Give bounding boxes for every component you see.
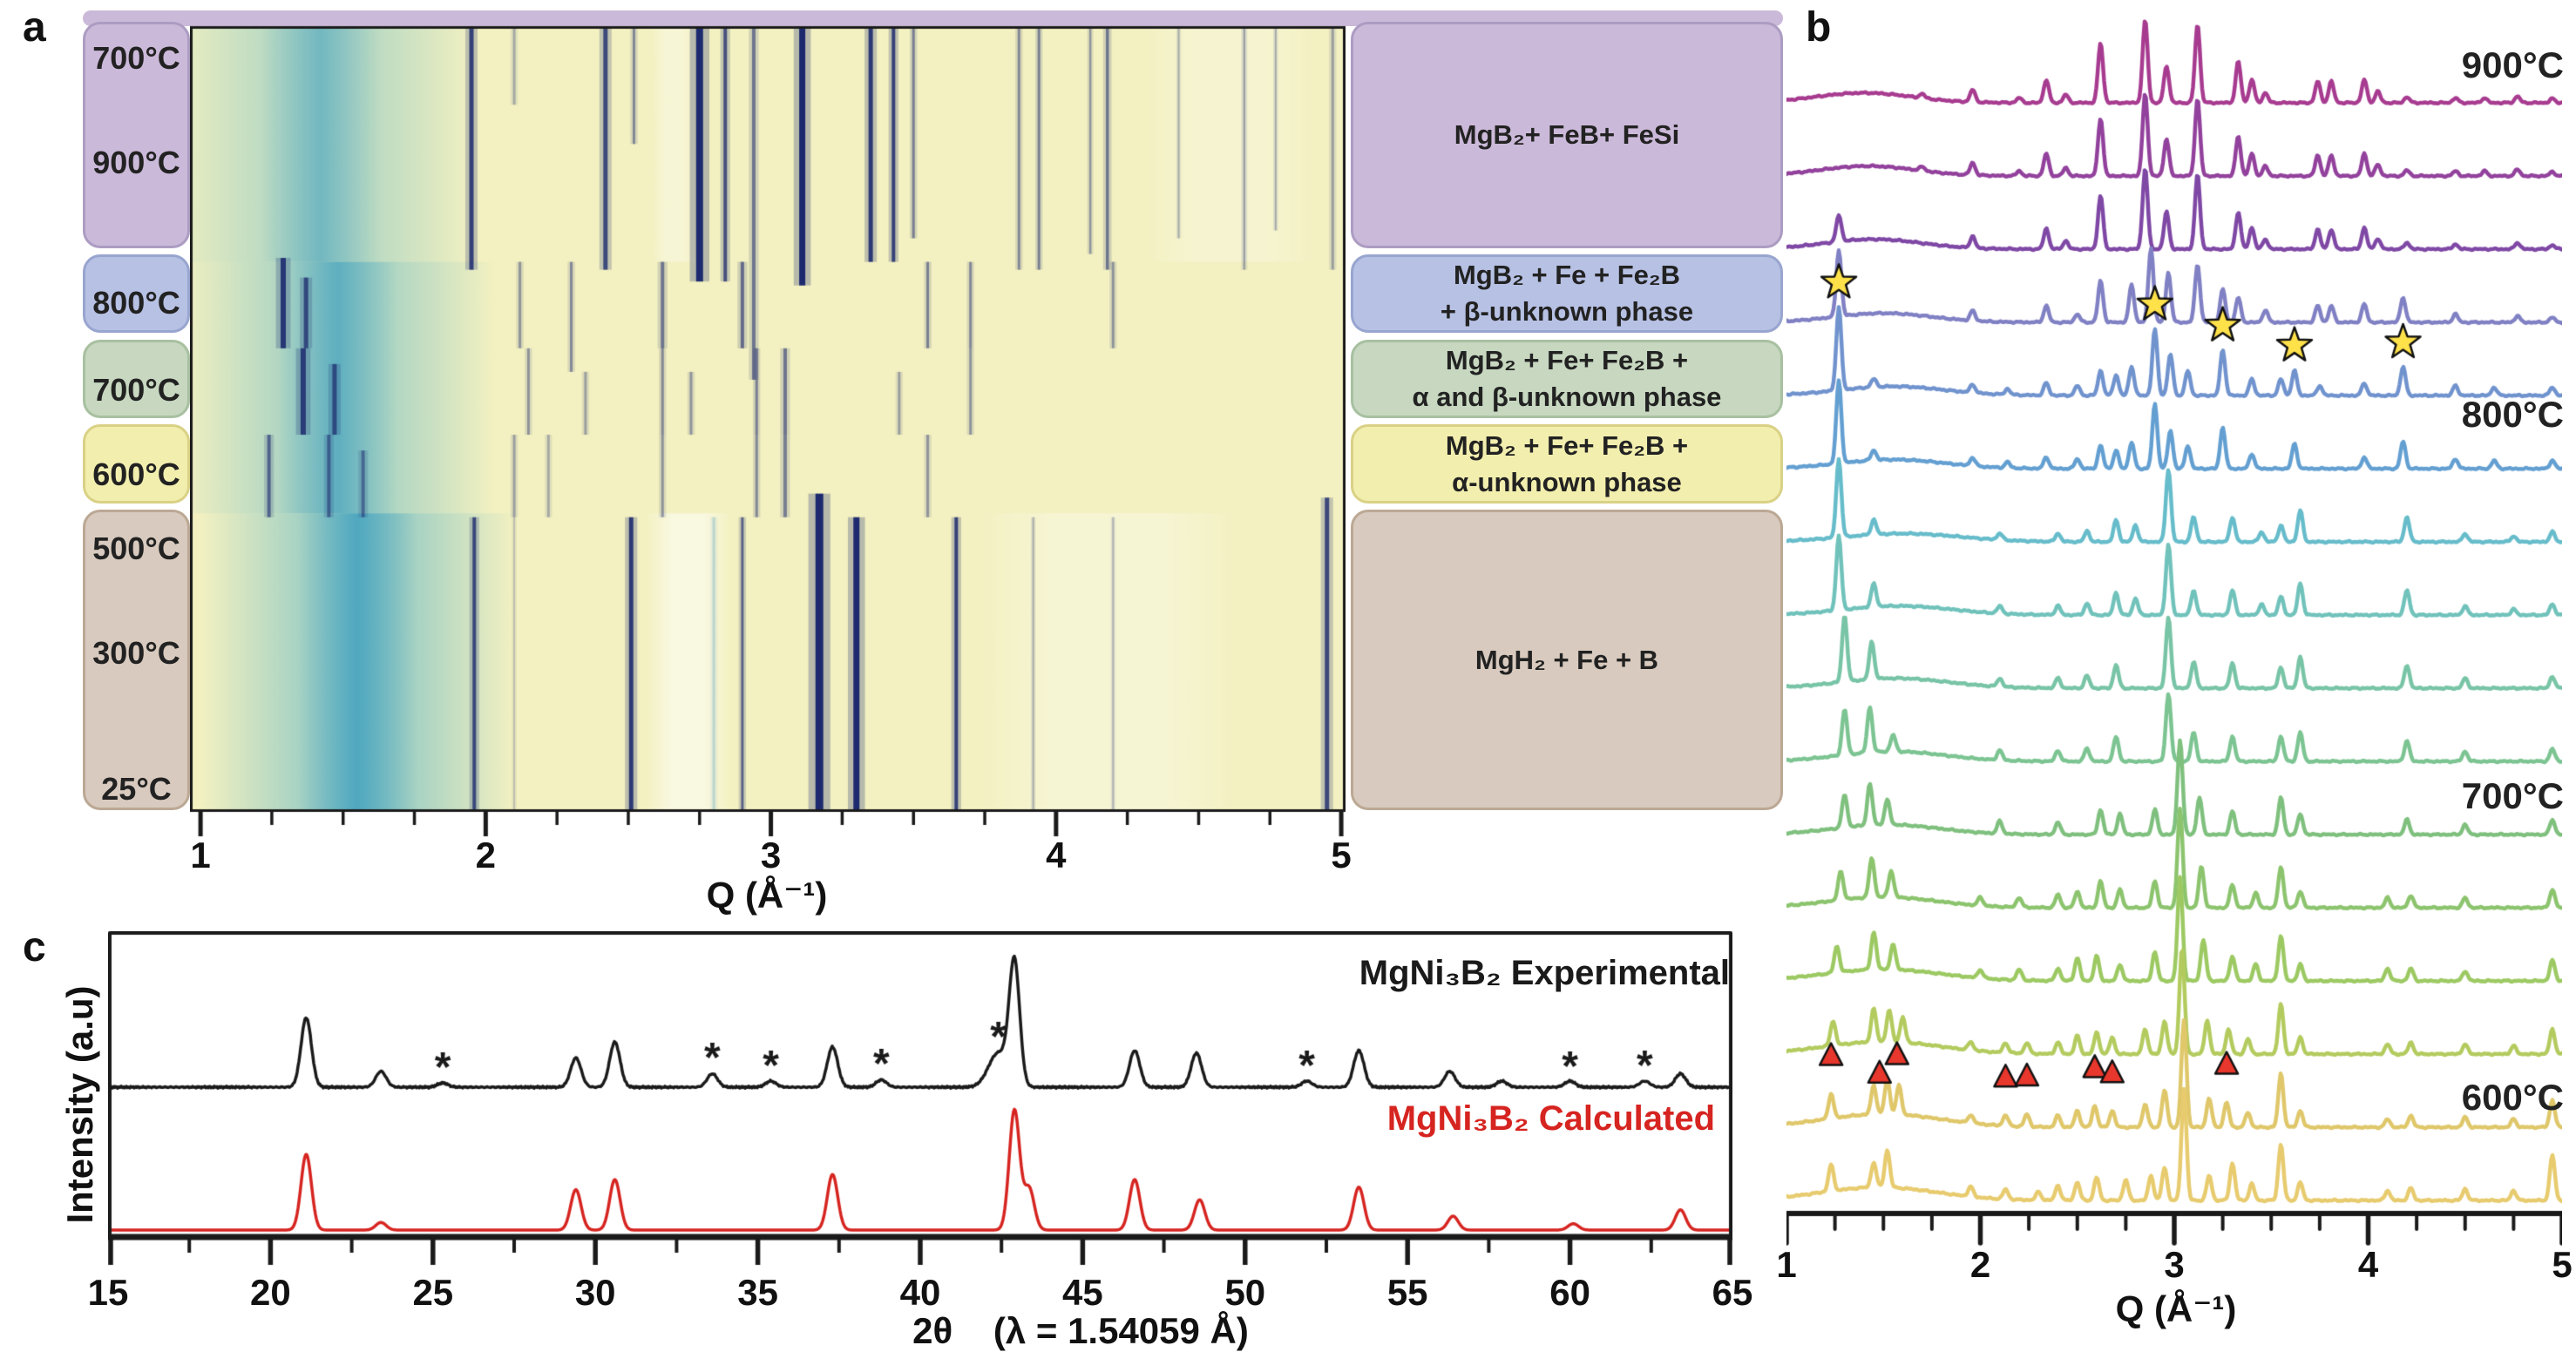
temperature-label: 800°C	[92, 285, 180, 321]
x-tick-label: 40	[899, 1272, 941, 1313]
temperature-box: 500°C 300°C 25°C	[83, 510, 190, 810]
panel-c-x-axis-title: 2θ (λ = 1.54059 Å)	[912, 1310, 1249, 1351]
legend-calculated: MgNi₃B₂ Calculated	[1386, 1099, 1715, 1138]
x-tick-label: 5	[2552, 1244, 2573, 1285]
heatmap-canvas	[190, 12, 1346, 883]
temperature-label: 700°C	[92, 372, 180, 409]
x-tick-label: 30	[574, 1272, 616, 1313]
temperature-box: 700°C 900°C	[83, 22, 190, 248]
temperature-label: 900°C	[92, 144, 180, 180]
phase-box: MgH₂ + Fe + B	[1351, 510, 1783, 810]
x-tick-label: 55	[1386, 1272, 1428, 1313]
temperature-label: 700°C	[92, 40, 180, 77]
x-tick-label: 15	[87, 1272, 129, 1313]
panel-a-x-axis-title: Q (Å⁻¹)	[706, 875, 828, 916]
x-tick-label: 25	[412, 1272, 454, 1313]
phase-box: MgB₂+ FeB+ FeSi	[1351, 22, 1783, 248]
legend-experimental: MgNi₃B₂ Experimental	[1359, 954, 1730, 992]
temperature-box: 700°C	[83, 340, 190, 418]
panel-b-curves-canvas	[1786, 17, 2562, 1254]
x-tick-label: 5	[1331, 835, 1352, 875]
temperature-box: 600°C	[83, 424, 190, 504]
panel-c-y-axis-title: Intensity (a.u)	[59, 985, 100, 1224]
curve-temperature-label: 700°C	[2461, 775, 2564, 816]
x-tick-label: 2	[1969, 1244, 1991, 1285]
curve-temperature-label: 600°C	[2461, 1077, 2564, 1118]
x-tick-label: 3	[2164, 1244, 2185, 1285]
x-tick-label: 60	[1549, 1272, 1590, 1313]
curve-temperature-label: 900°C	[2461, 44, 2564, 85]
curve-temperature-label: 800°C	[2461, 394, 2564, 435]
x-tick-label: 45	[1062, 1272, 1103, 1313]
x-tick-label: 50	[1224, 1272, 1266, 1313]
phase-box: MgB₂ + Fe + Fe₂B + β-unknown phase	[1351, 254, 1783, 333]
temperature-label: 600°C	[92, 456, 180, 492]
x-tick-label: 1	[190, 835, 211, 875]
temperature-label: 25°C	[101, 770, 172, 807]
phase-box: MgB₂ + Fe+ Fe₂B + α-unknown phase	[1351, 424, 1783, 504]
x-tick-label: 2	[475, 835, 497, 875]
panel-a-label: a	[23, 4, 46, 51]
x-tick-label: 3	[760, 835, 782, 875]
x-tick-label: 20	[250, 1272, 291, 1313]
panel-c-label: c	[23, 924, 46, 970]
x-tick-label: 1	[1776, 1244, 1797, 1285]
temperature-box: 800°C	[83, 254, 190, 333]
temperature-label: 500°C	[92, 530, 180, 566]
phase-box: MgB₂ + Fe+ Fe₂B + α and β-unknown phase	[1351, 340, 1783, 418]
temperature-label: 300°C	[92, 635, 180, 672]
x-tick-label: 35	[737, 1272, 778, 1313]
x-tick-label: 65	[1712, 1272, 1753, 1313]
x-tick-label: 4	[1046, 835, 1067, 875]
x-tick-label: 4	[2357, 1244, 2379, 1285]
panel-b-x-axis-title: Q (Å⁻¹)	[2115, 1288, 2237, 1329]
panel-c-curves-canvas	[108, 931, 1732, 1280]
